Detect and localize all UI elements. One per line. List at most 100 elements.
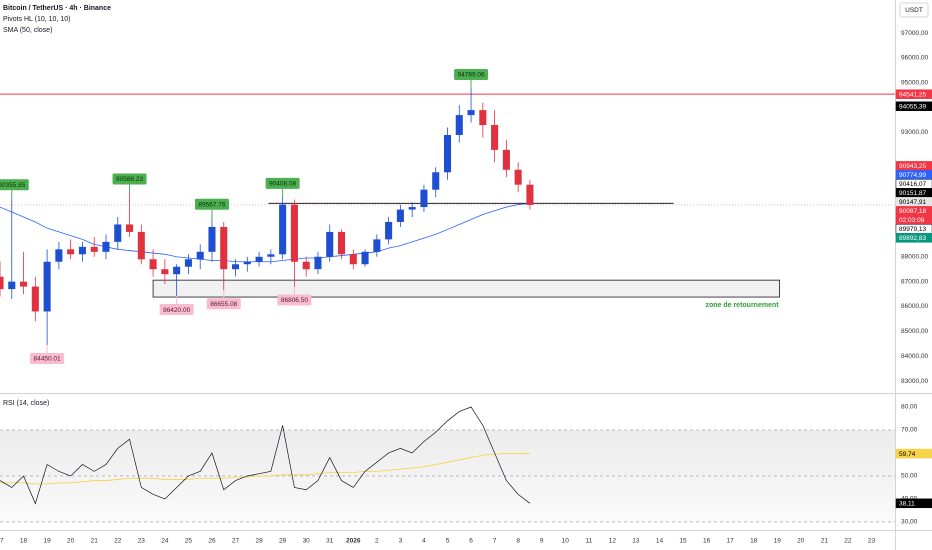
candle-body	[8, 281, 16, 290]
candle-body	[349, 254, 357, 265]
pivot-label: 94789.06	[457, 72, 484, 79]
candle-body	[43, 261, 51, 312]
rsi-title: RSI (14, close)	[3, 400, 49, 407]
price-tag	[895, 448, 932, 459]
candle-body	[90, 246, 98, 252]
candle-body	[149, 259, 157, 270]
candle-body	[420, 189, 428, 208]
x-tick-label: 18	[750, 538, 758, 545]
x-tick-label: 18	[20, 538, 28, 545]
y-tick-label: 96000,00	[901, 55, 928, 62]
x-tick-label: 19	[43, 538, 51, 545]
candle-body	[279, 204, 287, 255]
x-tick-label: 20	[67, 538, 75, 545]
candle-body	[314, 256, 322, 270]
x-tick-label: 8	[516, 538, 520, 545]
chart-title: Bitcoin / TetherUS · 4h · Binance	[3, 5, 111, 12]
candle-body	[432, 172, 440, 190]
price-tag	[895, 89, 932, 99]
pivots-legend: Pivots HL (10, 10, 10)	[3, 16, 70, 23]
y-tick-label: 95000,00	[901, 79, 928, 86]
x-tick-label: 14	[656, 538, 664, 545]
y-tick-label: 88000,00	[901, 253, 928, 260]
x-tick-label: 17	[727, 538, 735, 545]
y-tick-label: 80,00	[901, 404, 918, 411]
price-tag-label: 89892,83	[899, 235, 926, 242]
candle-body	[173, 266, 181, 275]
candle-body	[231, 264, 240, 270]
x-tick-label: 21	[821, 538, 829, 545]
x-tick-label: 2026	[346, 538, 361, 545]
x-tick-label: 2	[375, 538, 379, 545]
candle-body	[302, 261, 310, 270]
price-pane: zone de retournement 90355.85 90588.23 8956…	[0, 69, 895, 365]
pivot-box	[454, 69, 489, 81]
x-tick-label: 25	[185, 538, 193, 545]
currency[interactable]: USDT	[905, 7, 923, 14]
candle-body	[20, 281, 28, 287]
pivot-box	[0, 179, 29, 191]
candle-body	[208, 226, 216, 252]
x-tick-label: 15	[679, 538, 687, 545]
candle-body	[502, 149, 510, 170]
x-tick-label: 17	[0, 538, 4, 545]
x-tick-label: 26	[208, 538, 216, 545]
x-tick-label: 12	[609, 538, 617, 545]
countdown: 02:03:09	[899, 217, 925, 224]
price-tag-label: 38,11	[899, 501, 915, 508]
x-tick-label: 23	[138, 538, 146, 545]
candle-body	[455, 115, 463, 135]
candle-body	[161, 269, 169, 275]
candle-body	[467, 110, 475, 116]
x-tick-label: 6	[469, 538, 473, 545]
pivot-box	[30, 353, 65, 365]
price-tag-label: 90087,18	[899, 208, 926, 215]
pivot-box	[194, 198, 229, 210]
candle-body	[137, 231, 145, 260]
x-tick-label: 22	[114, 538, 122, 545]
pivot-box	[206, 298, 241, 310]
x-tick-label: 16	[703, 538, 711, 545]
y-tick-label: 50,00	[901, 473, 918, 480]
candle-body	[408, 207, 416, 210]
x-tick-label: 5	[446, 538, 450, 545]
pivot-label: 86655.08	[210, 301, 237, 308]
x-tick-label: 23	[868, 538, 876, 545]
candle-body	[491, 125, 499, 150]
candle-body	[243, 261, 251, 265]
price-tag	[895, 101, 932, 112]
candle-body	[31, 286, 39, 312]
candle-body	[0, 276, 4, 290]
currency-box[interactable]	[899, 2, 929, 18]
price-tag-label: 90147,91	[899, 199, 926, 206]
y-tick-label: 84000,00	[901, 353, 928, 360]
candle-body	[184, 259, 192, 267]
price-tag	[895, 233, 932, 243]
x-tick-label: 19	[774, 538, 782, 545]
candle-body	[114, 224, 122, 242]
reversal-zone	[152, 279, 780, 298]
candle-body	[396, 209, 404, 222]
zone-label: zone de retournement	[705, 302, 779, 309]
x-tick-label: 4	[422, 538, 426, 545]
x-tick-label: 9	[540, 538, 544, 545]
price-tag-label: 90943,25	[899, 163, 926, 170]
y-tick-label: 87000,00	[901, 278, 928, 285]
pivot-box	[265, 177, 300, 189]
x-tick-label: 31	[326, 538, 334, 545]
candle-body	[196, 251, 204, 260]
rsi-line	[0, 453, 530, 485]
x-tick-label: 24	[161, 538, 169, 545]
price-tag	[895, 498, 932, 509]
candle-body	[526, 184, 534, 205]
candle-body	[102, 241, 110, 252]
pivot-label: 84450.01	[34, 356, 61, 363]
price-tag-label: 90416,07	[899, 181, 926, 188]
candle-body	[385, 221, 393, 240]
x-tick-label: 28	[255, 538, 263, 545]
candle-body	[326, 231, 334, 257]
pivot-label: 90408.08	[269, 181, 296, 188]
sma-legend: SMA (50, close)	[3, 27, 52, 34]
sma-line	[0, 202, 530, 263]
